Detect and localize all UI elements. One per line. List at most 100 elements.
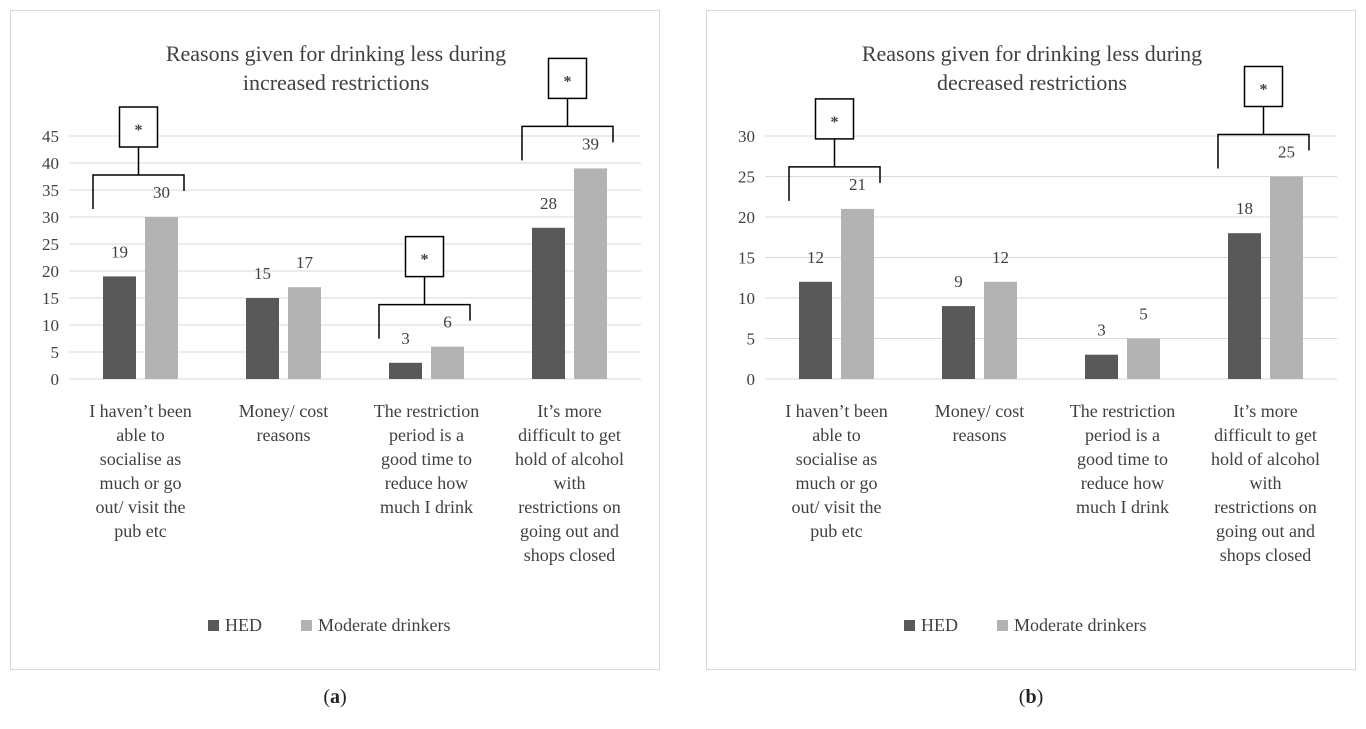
bar-moderate bbox=[1270, 176, 1303, 379]
y-tick-label: 45 bbox=[42, 127, 59, 146]
category-label-line: much or go bbox=[100, 473, 182, 493]
significance-star: * bbox=[135, 122, 143, 139]
y-tick-label: 0 bbox=[747, 370, 756, 389]
category-label-line: socialise as bbox=[100, 449, 181, 469]
chart-title-line: Reasons given for drinking less during bbox=[862, 41, 1202, 66]
y-tick-label: 10 bbox=[738, 289, 755, 308]
bracket-line bbox=[378, 303, 471, 339]
category-label-line: shops closed bbox=[1220, 545, 1312, 565]
chart-a: Reasons given for drinking less during in… bbox=[42, 41, 641, 635]
data-label: 12 bbox=[807, 248, 824, 267]
significance-box bbox=[547, 57, 588, 100]
category-label-line: reduce how bbox=[1081, 473, 1164, 493]
category-label-line: The restriction bbox=[1070, 401, 1175, 421]
category-label-line: restrictions on bbox=[1214, 497, 1316, 517]
bracket-line bbox=[92, 174, 185, 209]
bar-moderate bbox=[984, 281, 1017, 379]
category-label-line: much I drink bbox=[1076, 497, 1169, 517]
data-label: 9 bbox=[954, 272, 963, 291]
category-label-line: Money/ cost bbox=[239, 401, 329, 421]
category-label-line: pub etc bbox=[114, 521, 166, 541]
bar-hed bbox=[799, 281, 832, 379]
y-tick-label: 40 bbox=[42, 154, 59, 173]
chart-title-line: Reasons given for drinking less during bbox=[166, 41, 506, 66]
category-label-line: The restriction bbox=[374, 401, 479, 421]
category-label-line: shops closed bbox=[524, 545, 616, 565]
y-tick-label: 10 bbox=[42, 316, 59, 335]
data-label: 12 bbox=[992, 248, 1009, 267]
data-label: 25 bbox=[1278, 143, 1295, 162]
bracket-line bbox=[788, 166, 881, 201]
data-label: 3 bbox=[1097, 321, 1106, 340]
chart-b: Reasons given for drinking less during de… bbox=[738, 41, 1337, 635]
bar-hed bbox=[1085, 354, 1118, 379]
category-label-line: restrictions on bbox=[518, 497, 620, 517]
category-label-line: I haven’t been bbox=[89, 401, 192, 421]
significance-box bbox=[404, 235, 445, 278]
significance-bracket: * bbox=[378, 235, 471, 339]
data-label: 3 bbox=[401, 329, 410, 348]
legend-swatch-moderate bbox=[997, 620, 1008, 631]
category-label-line: period is a bbox=[1085, 425, 1160, 445]
bracket-line bbox=[1217, 133, 1310, 169]
data-label: 6 bbox=[443, 313, 452, 332]
data-label: 17 bbox=[296, 253, 314, 272]
significance-star: * bbox=[564, 73, 572, 90]
category-label-line: Money/ cost bbox=[935, 401, 1025, 421]
category-label-line: good time to bbox=[381, 449, 472, 469]
category-label-line: out/ visit the bbox=[96, 497, 186, 517]
data-label: 21 bbox=[849, 175, 866, 194]
bar-hed bbox=[389, 362, 422, 379]
category-label-line: going out and bbox=[1216, 521, 1315, 541]
y-tick-label: 25 bbox=[738, 168, 755, 187]
data-label: 18 bbox=[1236, 199, 1253, 218]
significance-star: * bbox=[1260, 82, 1268, 99]
category-label-line: reduce how bbox=[385, 473, 468, 493]
category-label-line: with bbox=[1249, 473, 1281, 493]
bar-moderate bbox=[145, 217, 178, 379]
data-label: 39 bbox=[582, 134, 599, 153]
significance-bracket: * bbox=[788, 98, 881, 201]
category-label-line: able to bbox=[116, 425, 164, 445]
category-label-line: out/ visit the bbox=[792, 497, 882, 517]
y-tick-label: 30 bbox=[42, 208, 59, 227]
significance-box bbox=[814, 98, 855, 140]
significance-bracket: * bbox=[1217, 65, 1310, 169]
y-tick-label: 20 bbox=[42, 262, 59, 281]
legend: HED Moderate drinkers bbox=[208, 615, 450, 635]
category-label-line: able to bbox=[812, 425, 860, 445]
bar-moderate bbox=[1127, 338, 1160, 379]
category-label-line: I haven’t been bbox=[785, 401, 888, 421]
significance-box bbox=[118, 106, 159, 148]
y-tick-label: 25 bbox=[42, 235, 59, 254]
legend-swatch-hed bbox=[208, 620, 219, 631]
category-label-line: good time to bbox=[1077, 449, 1168, 469]
bar-hed bbox=[942, 306, 975, 379]
significance-bracket: * bbox=[521, 57, 614, 161]
category-label-line: difficult to get bbox=[518, 425, 621, 445]
y-tick-label: 0 bbox=[51, 370, 60, 389]
chart-panel-a: Reasons given for drinking less during in… bbox=[10, 10, 660, 670]
category-label-line: socialise as bbox=[796, 449, 877, 469]
y-tick-label: 30 bbox=[738, 127, 755, 146]
category-label-line: with bbox=[553, 473, 585, 493]
category-label-line: much or go bbox=[796, 473, 878, 493]
bar-moderate bbox=[288, 287, 321, 379]
chart-title-line: decreased restrictions bbox=[937, 70, 1127, 95]
y-tick-label: 15 bbox=[738, 249, 755, 268]
category-label-line: It’s more bbox=[537, 401, 602, 421]
legend-swatch-hed bbox=[904, 620, 915, 631]
category-label-line: reasons bbox=[257, 425, 311, 445]
y-tick-label: 5 bbox=[51, 343, 60, 362]
bracket-line bbox=[521, 125, 614, 161]
significance-star: * bbox=[831, 114, 839, 131]
category-label-line: going out and bbox=[520, 521, 619, 541]
bar-moderate bbox=[431, 346, 464, 379]
y-tick-label: 5 bbox=[747, 330, 756, 349]
bar-hed bbox=[103, 276, 136, 379]
data-label: 5 bbox=[1139, 305, 1148, 324]
category-label-line: difficult to get bbox=[1214, 425, 1317, 445]
y-tick-label: 20 bbox=[738, 208, 755, 227]
bar-hed bbox=[246, 298, 279, 379]
data-label: 28 bbox=[540, 194, 557, 213]
